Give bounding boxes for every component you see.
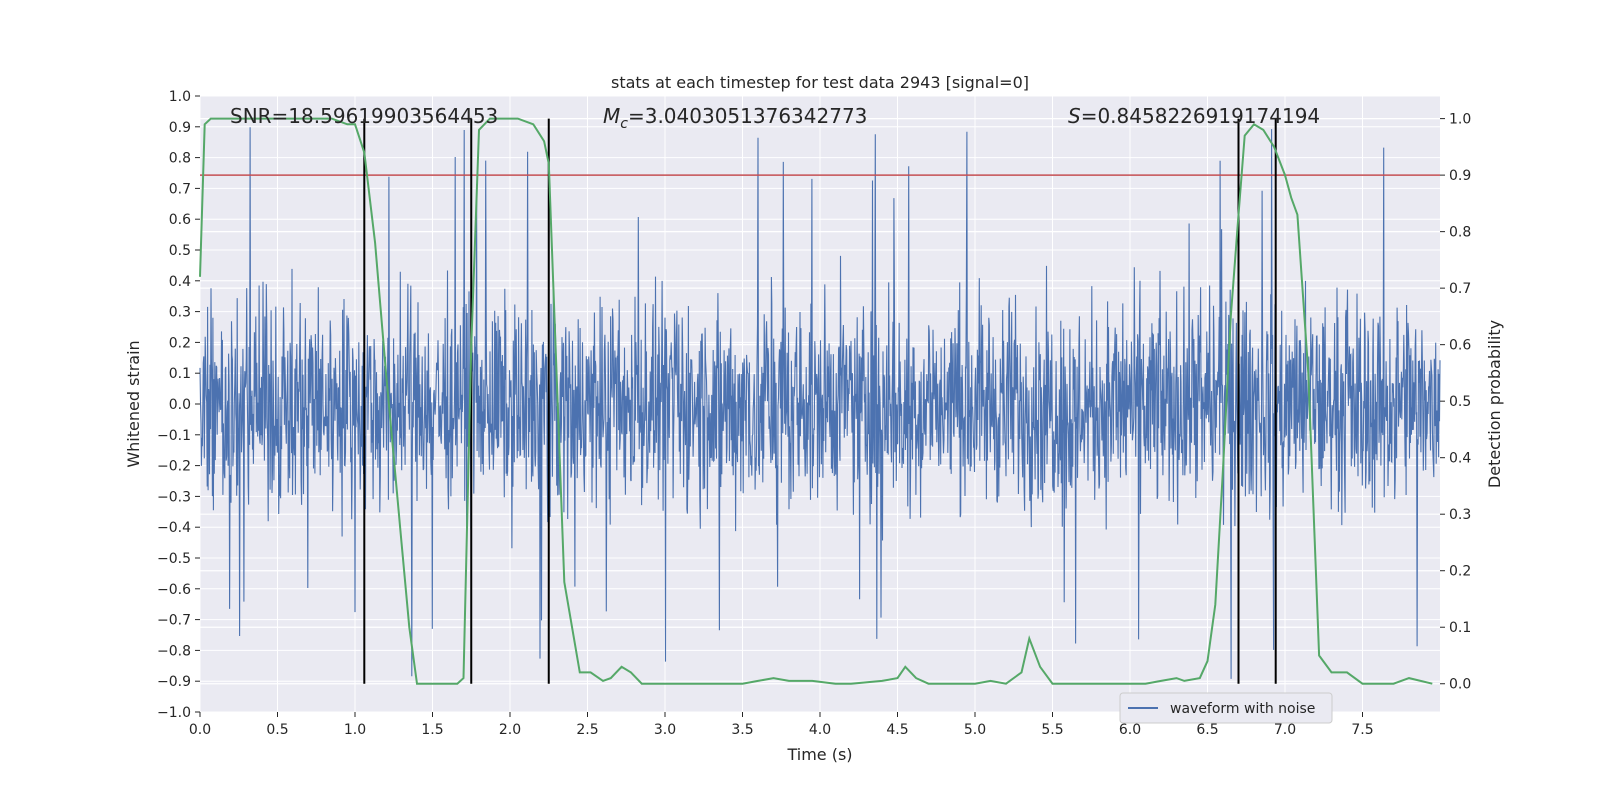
- left-tick-label: −0.5: [157, 551, 191, 567]
- x-tick-label: 6.5: [1196, 722, 1218, 738]
- right-tick-label: 0.4: [1449, 451, 1471, 467]
- left-tick-label: 0.6: [169, 212, 191, 228]
- left-tick-label: −0.8: [157, 643, 191, 659]
- left-tick-label: −1.0: [157, 705, 191, 721]
- right-tick-label: 0.5: [1449, 394, 1471, 410]
- waveform-with-noise-series: [199, 127, 1441, 679]
- left-tick-label: 0.7: [169, 181, 191, 197]
- chirp-mass-annotation: Mc=3.0403051376342773: [603, 104, 867, 132]
- x-tick-label: 0.0: [189, 722, 211, 738]
- left-axis-label: Whitened strain: [124, 340, 143, 467]
- left-tick-label: 1.0: [169, 89, 191, 105]
- left-tick-label: 0.3: [169, 305, 191, 321]
- left-tick-label: −0.1: [157, 428, 191, 444]
- x-tick-label: 4.0: [809, 722, 831, 738]
- waveform-with-noise-line: [199, 127, 1441, 679]
- right-axis-label: Detection probability: [1485, 320, 1504, 488]
- left-axis-ticks: 1.0 0.9 0.8 0.7 0.6 0.5 0.4 0.3 0.2 0.1 0.0 −0.1 −0.…: [157, 89, 200, 721]
- left-tick-label: −0.4: [157, 520, 191, 536]
- left-tick-label: 0.4: [169, 274, 191, 290]
- left-tick-label: 0.8: [169, 151, 191, 167]
- right-tick-label: 0.1: [1449, 620, 1471, 636]
- left-tick-label: 0.1: [169, 366, 191, 382]
- s-value: =0.8458226919174194: [1081, 104, 1320, 128]
- right-tick-label: 0.8: [1449, 225, 1471, 241]
- left-tick-label: −0.9: [157, 674, 191, 690]
- left-tick-label: 0.0: [169, 397, 191, 413]
- chart-title: stats at each timestep for test data 294…: [611, 73, 1029, 92]
- s-annotation: S=0.8458226919174194: [1068, 104, 1320, 128]
- left-tick-label: −0.2: [157, 459, 191, 475]
- legend-box: [1119, 692, 1333, 724]
- x-tick-label: 3.0: [654, 722, 676, 738]
- snr-annotation: SNR=18.59619903564453: [230, 104, 498, 128]
- legend-label: waveform with noise: [1170, 701, 1315, 717]
- x-tick-label: 7.0: [1274, 722, 1296, 738]
- left-tick-label: 0.5: [169, 243, 191, 259]
- right-axis-ticks: 1.0 0.9 0.8 0.7 0.6 0.5 0.4 0.3 0.2 0.1 0.0: [1440, 112, 1471, 693]
- legend: waveform with noise: [1119, 692, 1333, 724]
- x-tick-label: 5.5: [1041, 722, 1063, 738]
- x-axis-label: Time (s): [786, 745, 852, 764]
- x-tick-label: 2.5: [576, 722, 598, 738]
- chirp-mass-value: =3.0403051376342773: [628, 104, 867, 128]
- left-tick-label: 0.9: [169, 120, 191, 136]
- right-tick-label: 1.0: [1449, 112, 1471, 128]
- right-tick-label: 0.9: [1449, 168, 1471, 184]
- chirp-mass-subscript: c: [620, 116, 628, 132]
- detection-probability-line: [199, 117, 1433, 685]
- right-tick-label: 0.0: [1449, 677, 1471, 693]
- chirp-mass-symbol: M: [603, 104, 620, 128]
- x-tick-label: 1.5: [421, 722, 443, 738]
- right-tick-label: 0.2: [1449, 564, 1471, 580]
- right-tick-label: 0.7: [1449, 281, 1471, 297]
- left-tick-label: 0.2: [169, 335, 191, 351]
- right-tick-label: 0.6: [1449, 338, 1471, 354]
- detection-probability-series: [199, 117, 1433, 685]
- x-tick-label: 5.0: [964, 722, 986, 738]
- left-tick-label: −0.7: [157, 613, 191, 629]
- x-tick-label: 2.0: [499, 722, 521, 738]
- s-symbol: S: [1068, 104, 1081, 128]
- x-tick-label: 0.5: [266, 722, 288, 738]
- x-tick-label: 4.5: [886, 722, 908, 738]
- left-tick-label: −0.3: [157, 489, 191, 505]
- x-tick-label: 7.5: [1351, 722, 1373, 738]
- x-tick-label: 1.0: [344, 722, 366, 738]
- right-tick-label: 0.3: [1449, 507, 1471, 523]
- left-tick-label: −0.6: [157, 582, 191, 598]
- x-tick-label: 3.5: [731, 722, 753, 738]
- x-tick-label: 6.0: [1119, 722, 1141, 738]
